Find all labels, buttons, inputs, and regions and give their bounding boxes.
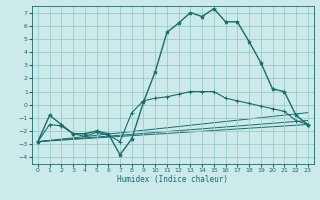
X-axis label: Humidex (Indice chaleur): Humidex (Indice chaleur) [117,175,228,184]
